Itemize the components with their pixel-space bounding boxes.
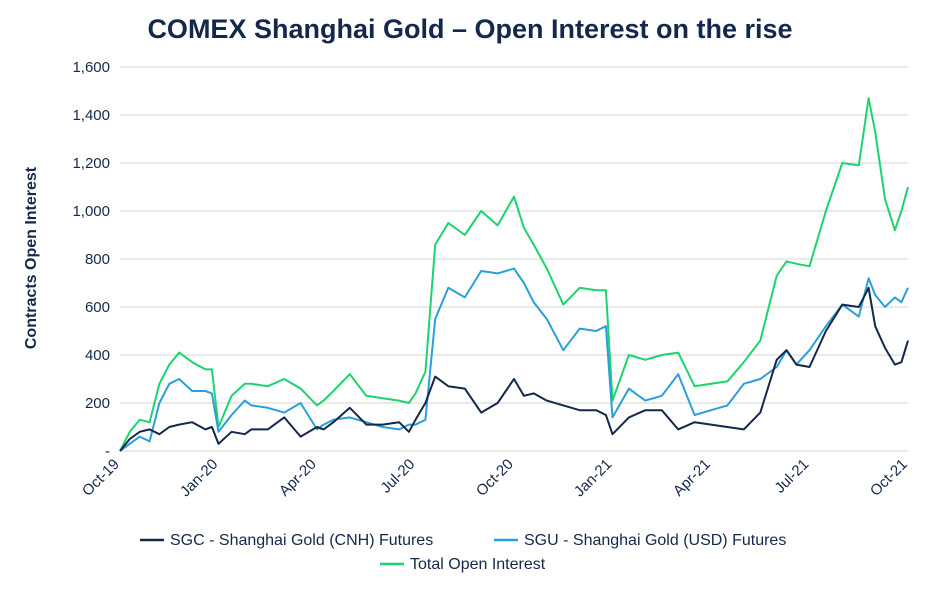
series-line-sgu <box>119 267 909 452</box>
x-tick-label: Jul-20 <box>377 456 418 497</box>
y-tick-label: - <box>105 443 110 460</box>
y-tick-label: 200 <box>85 395 110 412</box>
x-tick-label: Oct-19 <box>79 456 123 500</box>
x-tick-label: Jan-20 <box>177 456 221 500</box>
legend-label: SGC - Shanghai Gold (CNH) Futures <box>170 532 433 549</box>
x-tick-label: Jul-21 <box>771 456 812 497</box>
legend-label: SGU - Shanghai Gold (USD) Futures <box>524 532 786 549</box>
y-tick-label: 1,600 <box>72 59 110 76</box>
legend: SGC - Shanghai Gold (CNH) Futures SGU - S… <box>140 532 786 573</box>
x-tick-label: Oct-20 <box>473 456 517 500</box>
y-tick-label: 1,200 <box>72 155 110 172</box>
x-tick-label: Apr-21 <box>670 456 714 500</box>
series-line-sgc <box>119 286 909 452</box>
y-tick-label: 800 <box>85 251 110 268</box>
y-tick-label: 400 <box>85 347 110 364</box>
y-tick-label: 1,000 <box>72 203 110 220</box>
legend-label: Total Open Interest <box>410 556 546 573</box>
x-tick-label: Jan-21 <box>571 456 615 500</box>
x-axis-ticks: Oct-19 Jan-20 Apr-20 Jul-20 Oct-20 Jan-21 Apr-… <box>79 456 911 500</box>
chart-title: COMEX Shanghai Gold – Open Interest on t… <box>147 14 793 44</box>
y-axis-ticks: - 200 400 600 800 1,000 1,200 1,400 1,600 <box>72 59 110 460</box>
y-tick-label: 1,400 <box>72 107 110 124</box>
grid-lines <box>120 66 908 452</box>
x-tick-label: Apr-20 <box>276 456 320 500</box>
y-axis-label: Contracts Open Interest <box>23 166 40 349</box>
series-line-total <box>119 97 909 452</box>
series-lines <box>119 97 909 452</box>
x-tick-label: Oct-21 <box>867 456 911 500</box>
y-tick-label: 600 <box>85 299 110 316</box>
